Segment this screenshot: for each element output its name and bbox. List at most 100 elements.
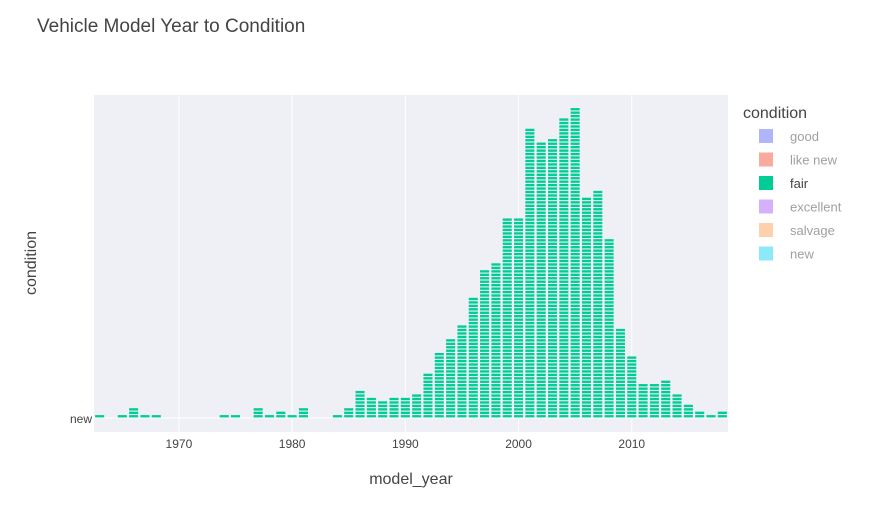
legend-swatch[interactable] bbox=[759, 223, 773, 237]
bar-segment bbox=[559, 308, 569, 311]
bar-segment bbox=[559, 256, 569, 259]
legend-label[interactable]: good bbox=[790, 129, 819, 144]
bar-segment bbox=[593, 363, 603, 366]
bar-segment bbox=[570, 321, 580, 325]
bar-segment bbox=[604, 390, 614, 394]
bar-segment bbox=[355, 394, 365, 397]
bar-segment bbox=[525, 301, 535, 304]
bar-segment bbox=[547, 411, 558, 414]
bar-segment bbox=[536, 297, 546, 301]
legend-item-salvage[interactable]: salvage bbox=[759, 223, 835, 238]
bar-segment bbox=[525, 163, 535, 166]
bar-segment bbox=[525, 218, 535, 221]
bar-segment bbox=[525, 332, 535, 335]
bar-segment bbox=[502, 218, 512, 221]
bar-segment bbox=[559, 218, 569, 221]
bar-segment bbox=[593, 221, 603, 225]
legend-item-fair[interactable]: fair bbox=[759, 176, 809, 191]
bar bbox=[615, 328, 625, 418]
bar-segment bbox=[491, 380, 501, 383]
bar-segment bbox=[468, 411, 478, 414]
legend-item-excellent[interactable]: excellent bbox=[759, 199, 842, 215]
bar-segment bbox=[491, 304, 501, 308]
bar-segment bbox=[581, 346, 592, 349]
bar-segment bbox=[423, 415, 433, 418]
bar-segment bbox=[536, 370, 546, 373]
bar-segment bbox=[547, 332, 558, 335]
bar bbox=[649, 384, 659, 418]
bar-segment bbox=[593, 339, 603, 342]
bar-segment bbox=[491, 390, 501, 394]
bar-segment bbox=[547, 194, 558, 197]
bar-segment bbox=[491, 266, 501, 270]
bar-segment bbox=[547, 284, 558, 287]
bar-segment bbox=[95, 415, 105, 418]
bar-segment bbox=[514, 252, 524, 256]
bar-segment bbox=[480, 339, 490, 342]
legend-label[interactable]: new bbox=[790, 247, 814, 262]
legend-item-new[interactable]: new bbox=[759, 246, 814, 262]
bar-segment bbox=[581, 311, 592, 314]
bar-segment bbox=[615, 411, 625, 414]
bar-segment bbox=[502, 370, 512, 373]
bar-segment bbox=[514, 287, 524, 290]
bar-segment bbox=[219, 415, 229, 418]
bar-segment bbox=[536, 187, 546, 190]
bar-segment bbox=[593, 290, 603, 294]
bar-segment bbox=[525, 308, 535, 311]
bar-segment bbox=[559, 121, 569, 125]
bar-segment bbox=[525, 273, 535, 276]
legend-label[interactable]: like new bbox=[790, 153, 838, 168]
bar bbox=[525, 128, 535, 418]
legend-swatch[interactable] bbox=[759, 199, 773, 214]
legend-swatch[interactable] bbox=[759, 129, 773, 143]
bar-segment bbox=[446, 394, 456, 397]
bar bbox=[366, 397, 376, 418]
bar-segment bbox=[559, 163, 569, 166]
bar-segment bbox=[593, 284, 603, 287]
legend-label[interactable]: excellent bbox=[790, 200, 842, 215]
bar bbox=[683, 404, 693, 418]
bar-segment bbox=[434, 359, 444, 363]
bar-segment bbox=[514, 259, 524, 263]
bar-segment bbox=[570, 277, 580, 280]
legend-label[interactable]: salvage bbox=[790, 223, 835, 238]
legend-label[interactable]: fair bbox=[790, 176, 809, 191]
bar-segment bbox=[129, 415, 139, 418]
bar-segment bbox=[559, 259, 569, 263]
bar-segment bbox=[570, 149, 580, 152]
bar-segment bbox=[480, 315, 490, 318]
bar-segment bbox=[389, 397, 399, 401]
bar-segment bbox=[480, 287, 490, 290]
bar-segment bbox=[547, 315, 558, 318]
bar-segment bbox=[536, 208, 546, 211]
bar-segment bbox=[468, 332, 478, 335]
bar-segment bbox=[480, 384, 490, 387]
bar-segment bbox=[581, 349, 592, 352]
legend-swatch[interactable] bbox=[759, 176, 773, 190]
legend-item-good[interactable]: good bbox=[759, 129, 819, 144]
bar-segment bbox=[615, 387, 625, 390]
bar-segment bbox=[400, 415, 410, 418]
bar-segment bbox=[536, 266, 546, 270]
legend-swatch[interactable] bbox=[759, 152, 773, 167]
bar-segment bbox=[468, 321, 478, 325]
bar-segment bbox=[525, 353, 535, 356]
bar-segment bbox=[604, 252, 614, 256]
bar-segment bbox=[717, 411, 727, 414]
legend-item-like-new[interactable]: like new bbox=[759, 152, 838, 168]
bar-segment bbox=[604, 373, 614, 377]
bar-segment bbox=[400, 411, 410, 414]
bar-segment bbox=[536, 380, 546, 383]
bar-segment bbox=[683, 415, 693, 418]
bar-segment bbox=[502, 287, 512, 290]
bar-segment bbox=[378, 408, 388, 411]
bar-segment bbox=[559, 208, 569, 211]
legend-swatch[interactable] bbox=[759, 246, 773, 261]
bar-segment bbox=[604, 256, 614, 259]
bar-segment bbox=[525, 190, 535, 194]
bar-segment bbox=[559, 377, 569, 380]
bar-segment bbox=[559, 411, 569, 414]
bar-segment bbox=[547, 408, 558, 411]
bar-segment bbox=[502, 284, 512, 287]
